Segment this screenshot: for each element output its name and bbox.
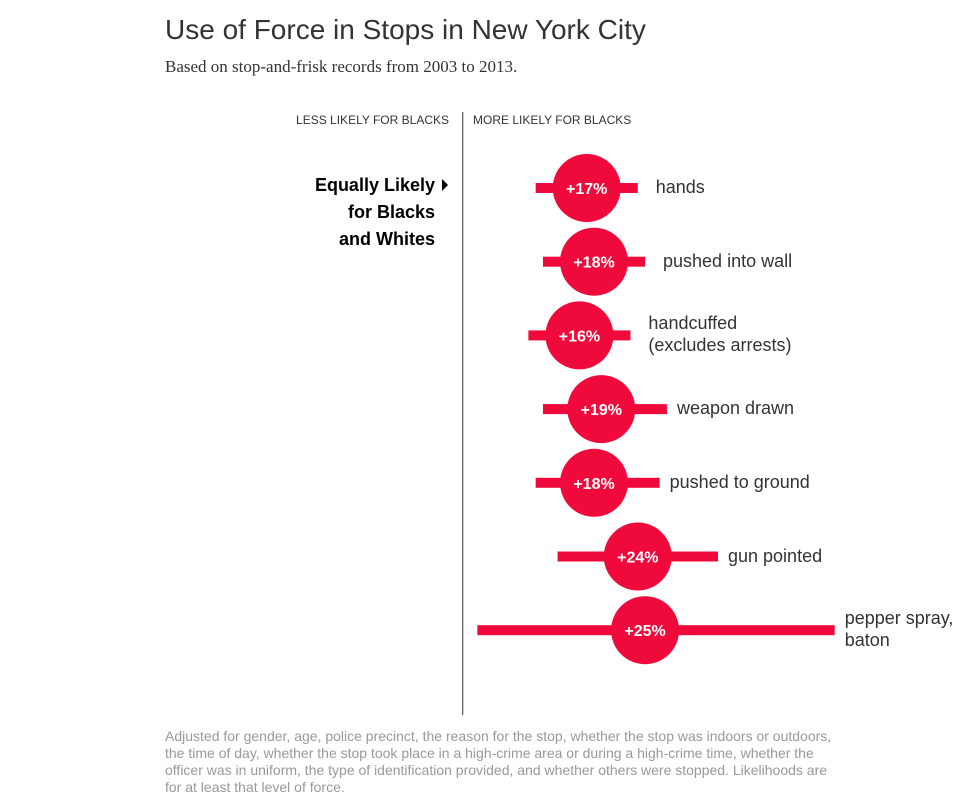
dot: [603, 522, 672, 591]
dot: [560, 448, 629, 517]
value-label: +24%: [617, 550, 658, 567]
category-label: weapon drawn: [676, 398, 795, 419]
category-label: pushed to ground: [669, 471, 810, 492]
category-label: pushed into wall: [663, 250, 793, 271]
right-label: MORE LIKELY FOR BLACKS: [473, 113, 632, 127]
value-label: +17%: [566, 181, 607, 198]
dot: [611, 596, 680, 665]
dot: [567, 375, 636, 444]
dot: [545, 301, 614, 370]
category-label: pepper spray, baton: [844, 608, 954, 651]
dot: [560, 227, 629, 296]
category-label: handcuffed (excludes arrests): [648, 313, 792, 356]
value-label: +18%: [573, 476, 614, 493]
dot: [552, 154, 621, 222]
note: Adjusted for gender, age, police precinc…: [165, 728, 832, 795]
category-label: gun pointed: [728, 545, 823, 566]
zero-label: Equally Likely for Blacks and Whites: [314, 175, 435, 249]
chart-subtitle: Based on stop-and-frisk records from 200…: [165, 57, 518, 76]
value-label: +25%: [624, 623, 665, 640]
category-label: hands: [655, 177, 705, 197]
left-label: LESS LIKELY FOR BLACKS: [296, 113, 449, 127]
chart-title: Use of Force in Stops in New York City: [165, 14, 646, 45]
value-label: +18%: [573, 255, 614, 272]
value-label: +19%: [581, 402, 622, 419]
value-label: +16%: [559, 328, 600, 345]
arrow: [442, 179, 448, 191]
